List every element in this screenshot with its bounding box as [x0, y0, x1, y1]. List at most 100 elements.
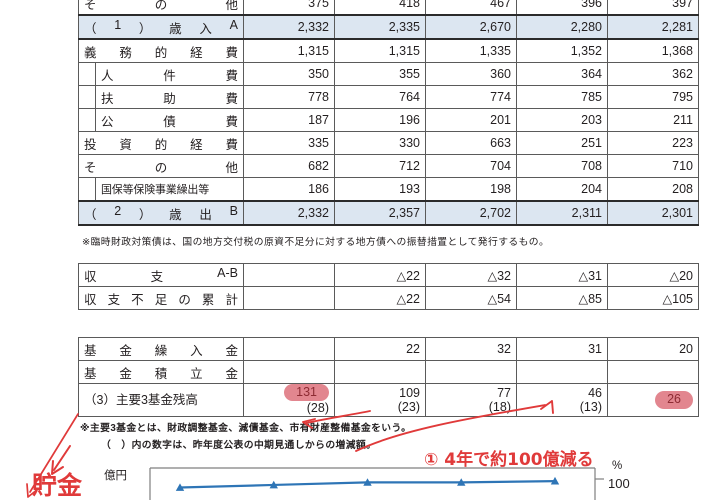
fund-balance-cell: 77 (18)	[425, 383, 517, 417]
row-label: （2）歳出 B	[78, 200, 244, 226]
table-cell: 2,301	[607, 200, 699, 226]
table-cell: 2,332	[243, 200, 335, 226]
table-cell: 774	[425, 85, 517, 109]
chart-marker	[550, 476, 560, 485]
table-cell: 396	[516, 0, 608, 16]
table-cell: △20	[607, 263, 699, 287]
table-cell: 223	[607, 131, 699, 155]
table-cell: 663	[425, 131, 517, 155]
chart-ylabel-right: %	[612, 460, 623, 472]
table-cell: 193	[334, 177, 426, 202]
table-cell: 362	[607, 62, 699, 86]
table-cell: 335	[243, 131, 335, 155]
table-cell: 704	[425, 154, 517, 178]
table-cell: 2,670	[425, 14, 517, 40]
row-label: 扶助費	[78, 85, 244, 109]
table-cell: △85	[516, 286, 608, 310]
table-cell	[334, 360, 426, 384]
table-cell: 251	[516, 131, 608, 155]
table-cell	[425, 360, 517, 384]
row-label: 投資的経費	[78, 131, 244, 155]
table-cell: 1,315	[334, 38, 426, 63]
table-cell: 2,311	[516, 200, 608, 226]
row-label: （1）歳入 A	[78, 14, 244, 40]
table-cell	[243, 360, 335, 384]
table-cell: 2,335	[334, 14, 426, 40]
table-cell: △22	[334, 263, 426, 287]
table-cell: 330	[334, 131, 426, 155]
table-row: その他 375 418 467 396 397	[78, 0, 699, 16]
table-cell: 364	[516, 62, 608, 86]
table-cell: 22	[334, 337, 426, 361]
table-row-fund-balance: （3）主要3基金残高 131 (28) 109 (23) 77 (18) 46 (13) 26	[78, 383, 699, 417]
fund-balance-value: 77	[497, 385, 511, 400]
footnote-main-three-funds: ※主要3基金とは、財政調整基金、減債基金、市有財産整備基金をいう。	[80, 423, 412, 434]
table-cell: 20	[607, 337, 699, 361]
row-label: 公債費	[78, 108, 244, 132]
table-row: 基金積立金	[78, 360, 699, 384]
table-cell: 355	[334, 62, 426, 86]
table-row: 扶助費 778 764 774 785 795	[78, 85, 699, 109]
handwritten-savings-note: 貯金	[32, 471, 83, 500]
table-cell: 2,280	[516, 14, 608, 40]
table-cell: 397	[607, 0, 699, 16]
highlight-pill: 26	[655, 391, 693, 409]
fund-balance-delta: (23)	[397, 399, 420, 414]
table-cell: 708	[516, 154, 608, 178]
highlight-pill: 131	[284, 384, 329, 402]
table-cell	[243, 286, 335, 310]
table-cell: 1,335	[425, 38, 517, 63]
table-cell: 203	[516, 108, 608, 132]
table-row: 国保等保険事業繰出等 186 193 198 204 208	[78, 177, 699, 202]
fund-balance-delta: (18)	[488, 399, 511, 414]
table-cell: △105	[607, 286, 699, 310]
table-cell: 710	[607, 154, 699, 178]
fund-balance-cell: 26	[607, 383, 699, 417]
table-cell: 198	[425, 177, 517, 202]
table-cell: △54	[425, 286, 517, 310]
table-cell: 1,368	[607, 38, 699, 63]
table-row: （2）歳出 B 2,332 2,357 2,702 2,311 2,301	[78, 200, 699, 226]
fund-balance-value: 131	[249, 384, 329, 402]
table-cell	[243, 263, 335, 287]
handwritten-decrease-note: ① 4年で約100億減る	[424, 450, 594, 470]
row-label: その他	[78, 154, 244, 178]
table-cell: △22	[334, 286, 426, 310]
table-cell: 795	[607, 85, 699, 109]
table-cell: 32	[425, 337, 517, 361]
table-cell	[607, 360, 699, 384]
fund-balance-value: 46	[588, 385, 602, 400]
chart-marker	[457, 478, 466, 486]
table-cell: 204	[516, 177, 608, 202]
row-label: 国保等保険事業繰出等	[78, 177, 244, 202]
table-cell: 2,332	[243, 14, 335, 40]
fund-balance-delta: (13)	[579, 399, 602, 414]
chart-ylabel-left: 億円	[104, 470, 127, 482]
table-cell: 211	[607, 108, 699, 132]
table-cell	[243, 337, 335, 361]
row-label: 収支 A-B	[78, 263, 244, 287]
fund-balance-value: 109	[399, 385, 420, 400]
table-cell: 1,315	[243, 38, 335, 63]
row-label: 収支不足の累計	[78, 286, 244, 310]
table-row: 投資的経費 335 330 663 251 223	[78, 131, 699, 155]
table-cell: 764	[334, 85, 426, 109]
footnote-rinzai-saiken: ※臨時財政対策債は、国の地方交付税の原資不足分に対する地方債への振替措置として発…	[82, 237, 550, 248]
table-cell: 418	[334, 0, 426, 16]
chart-marker	[363, 478, 372, 486]
table-cell: 712	[334, 154, 426, 178]
table-row: 義務的経費 1,315 1,315 1,335 1,352 1,368	[78, 38, 699, 63]
table-cell: 778	[243, 85, 335, 109]
table-cell: 186	[243, 177, 335, 202]
footnote-parenthesis-meaning: （ ）内の数字は、昨年度公表の中期見通しからの増減額。	[101, 440, 377, 451]
table-row: その他 682 712 704 708 710	[78, 154, 699, 178]
table-cell: △31	[516, 263, 608, 287]
fund-balance-delta: (28)	[306, 401, 329, 416]
row-label: 基金繰入金	[78, 337, 244, 361]
table-cell: 1,352	[516, 38, 608, 63]
table-cell: 31	[516, 337, 608, 361]
table-cell: 187	[243, 108, 335, 132]
table-row: 収支不足の累計 △22 △54 △85 △105	[78, 286, 699, 310]
table-row: 公債費 187 196 201 203 211	[78, 108, 699, 132]
row-label: 義務的経費	[78, 38, 244, 63]
